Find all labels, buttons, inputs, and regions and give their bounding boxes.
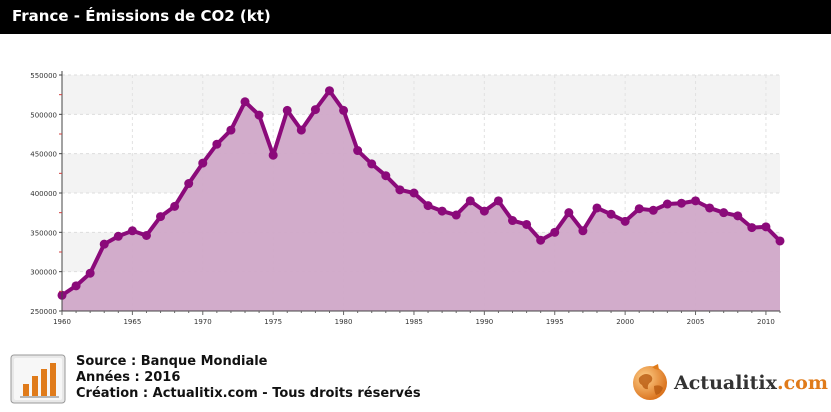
y-tick-label: 450000 <box>30 151 57 159</box>
x-tick-label: 1960 <box>53 318 71 326</box>
data-point <box>324 86 334 96</box>
data-point <box>395 185 405 195</box>
data-point <box>465 196 475 206</box>
y-tick-label: 550000 <box>30 72 57 80</box>
x-tick-label: 1965 <box>123 318 141 326</box>
y-tick-label: 350000 <box>30 229 57 237</box>
data-point <box>141 230 151 240</box>
grid-band <box>62 153 780 193</box>
chart-title: France - Émissions de CO2 (kt) <box>12 7 271 25</box>
data-point <box>564 208 574 218</box>
brand-name-suffix: .com <box>776 372 828 394</box>
data-point <box>339 105 349 115</box>
data-point <box>127 226 137 236</box>
data-point <box>747 223 757 233</box>
x-tick-label: 2005 <box>687 318 705 326</box>
data-point <box>634 204 644 214</box>
data-point <box>620 216 630 226</box>
data-point <box>775 236 785 246</box>
data-point <box>479 206 489 216</box>
data-point <box>212 139 222 149</box>
data-point <box>85 268 95 278</box>
y-tick-label: 400000 <box>30 190 57 198</box>
data-point <box>550 227 560 237</box>
data-point <box>367 159 377 169</box>
source-text: Source : Banque Mondiale <box>76 354 268 369</box>
data-point <box>451 210 461 220</box>
co2-area-chart: 250000 300000 350000 400000 450000 500000 5500… <box>30 71 785 326</box>
data-point <box>676 198 686 208</box>
series-line <box>60 88 782 297</box>
data-point <box>761 222 771 232</box>
data-point <box>578 226 588 236</box>
data-point <box>648 205 658 215</box>
data-point <box>662 199 672 209</box>
data-point <box>296 125 306 135</box>
x-tick-label: 1975 <box>264 318 282 326</box>
creation-text: Création : Actualitix.com - Tous droits … <box>76 386 421 401</box>
footer-info: Source : Banque Mondiale Années : 2016 C… <box>76 354 421 402</box>
data-point <box>198 158 208 168</box>
data-point <box>254 110 264 120</box>
x-tick-label: 2010 <box>757 318 775 326</box>
data-point <box>113 231 123 241</box>
x-tick-label: 1985 <box>405 318 423 326</box>
data-point <box>184 179 194 189</box>
data-point <box>592 203 602 213</box>
data-point <box>268 150 278 160</box>
data-point <box>719 208 729 218</box>
data-point <box>423 201 433 211</box>
actualitix-logo[interactable]: Actualitix.com <box>626 352 828 408</box>
data-point <box>170 201 180 211</box>
y-tick-label: 500000 <box>30 111 57 119</box>
data-point <box>240 97 250 107</box>
data-point <box>691 196 701 206</box>
data-point <box>99 239 109 249</box>
brand-name: Actualitix.com <box>674 372 828 394</box>
data-point <box>733 211 743 221</box>
globe-icon <box>633 364 667 400</box>
x-tick-label: 1980 <box>335 318 353 326</box>
x-tick-label: 1970 <box>194 318 212 326</box>
grid-band <box>62 75 780 115</box>
years-text: Années : 2016 <box>76 370 181 385</box>
y-tick-label: 250000 <box>30 308 57 316</box>
data-point <box>536 235 546 245</box>
data-point <box>226 125 236 135</box>
data-point <box>409 188 419 198</box>
data-point <box>522 219 532 229</box>
data-point <box>71 281 81 291</box>
x-tick-label: 2000 <box>616 318 634 326</box>
data-point <box>381 171 391 181</box>
data-point <box>508 216 518 226</box>
bar-chart-icon <box>10 354 66 404</box>
data-point <box>606 209 616 219</box>
data-point <box>282 105 292 115</box>
chart-header: France - Émissions de CO2 (kt) <box>0 0 831 34</box>
data-point <box>493 196 503 206</box>
x-tick-label: 1995 <box>546 318 564 326</box>
data-point <box>437 206 447 216</box>
data-point <box>705 203 715 213</box>
data-point <box>310 105 320 115</box>
y-tick-label: 300000 <box>30 269 57 277</box>
x-tick-label: 1990 <box>475 318 493 326</box>
data-point <box>353 146 363 156</box>
brand-name-main: Actualitix <box>674 372 777 394</box>
data-point <box>156 212 166 222</box>
